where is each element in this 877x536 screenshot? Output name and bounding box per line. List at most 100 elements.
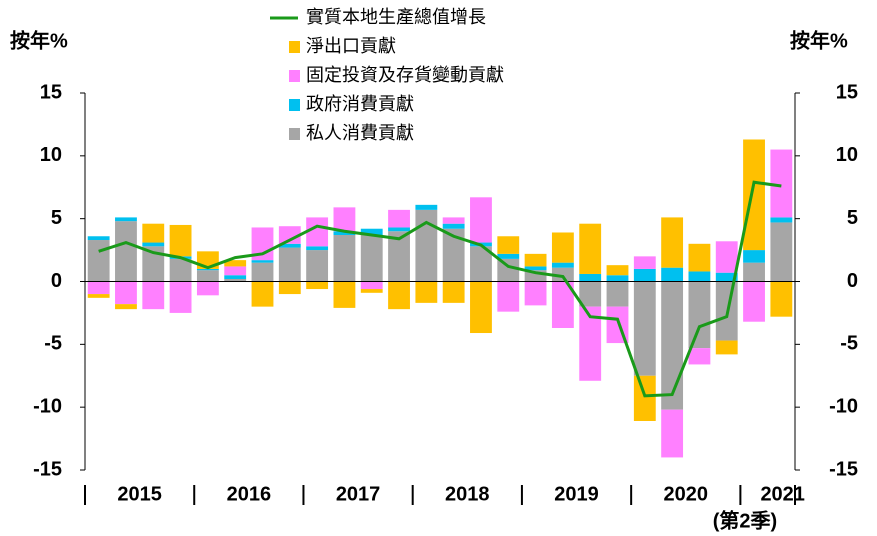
bar-segment <box>415 209 438 282</box>
bar-segment <box>633 268 656 282</box>
y2-tick-label: -15 <box>829 458 858 480</box>
bar-segment <box>688 281 711 349</box>
x-year-label: 2019 <box>554 483 599 505</box>
bar-segment <box>306 281 329 290</box>
bar-segment <box>524 281 547 306</box>
bar-segment <box>360 289 383 293</box>
bar-segment <box>551 262 574 268</box>
y2-tick-label: -5 <box>840 333 858 355</box>
bar-segment <box>715 272 738 282</box>
bar-segment <box>633 281 656 376</box>
bar-segment <box>606 281 629 307</box>
bar-segment <box>470 197 492 243</box>
bar-segment <box>661 409 684 458</box>
y-tick-label: -10 <box>33 395 62 417</box>
legend-label: 政府消費貢獻 <box>306 94 414 114</box>
bar-segment <box>770 217 793 223</box>
bar-segment <box>251 260 274 263</box>
bar-segment <box>524 253 547 267</box>
bar-segment <box>360 281 383 290</box>
bar-segment <box>87 240 110 282</box>
y-tick-label: 5 <box>51 207 62 229</box>
bar-segment <box>169 258 192 282</box>
bar-segment <box>743 262 765 282</box>
y2-axis-label: 按年% <box>790 28 848 52</box>
bar-segment <box>688 271 711 282</box>
legend-label: 私人消費貢獻 <box>306 123 414 143</box>
bar-segment <box>497 253 520 259</box>
y-tick-label: -15 <box>33 458 62 480</box>
bar-segment <box>388 281 410 310</box>
y2-tick-label: 0 <box>847 270 858 292</box>
bar-segment <box>524 266 547 271</box>
bar-segment <box>770 281 793 317</box>
bar-segment <box>551 232 574 263</box>
y-tick-label: 15 <box>40 81 62 103</box>
bar-segment <box>115 304 137 310</box>
x-note: (第2季) <box>713 508 777 532</box>
bar-segment <box>661 267 684 282</box>
bar-segment <box>743 139 765 251</box>
y-tick-label: 0 <box>51 270 62 292</box>
bar-segment <box>661 281 684 410</box>
bar-segment <box>715 241 738 273</box>
bar-segment <box>360 235 383 282</box>
bar-segment <box>278 226 301 244</box>
x-year-label: 2016 <box>227 483 272 505</box>
bar-segment <box>333 231 356 236</box>
x-year-label: 2018 <box>445 483 490 505</box>
bar-segment <box>278 281 301 295</box>
bar-segment <box>196 270 219 282</box>
bar-segment <box>633 375 656 421</box>
bar-segment <box>470 246 492 282</box>
bar-segment <box>115 217 137 222</box>
bar-segment <box>579 281 602 307</box>
legend-label: 淨出口貢獻 <box>306 36 396 56</box>
bar-segment <box>388 209 410 228</box>
legend-swatch <box>289 41 300 53</box>
bar-segment <box>415 204 438 210</box>
bar-segment <box>196 281 219 296</box>
bar-segment <box>388 227 410 232</box>
bar-segment <box>497 281 520 312</box>
bar-segment <box>688 243 711 272</box>
bar-segment <box>442 217 465 224</box>
gdp-line <box>98 180 782 398</box>
bar-segment <box>579 223 602 274</box>
bar-segment <box>306 250 329 282</box>
bar-segment <box>333 207 356 232</box>
bar-segment <box>770 222 793 282</box>
legend-label: 固定投資及存貨變動貢獻 <box>306 65 504 85</box>
bar-segment <box>442 228 465 282</box>
bar-segment <box>333 281 356 308</box>
bar-segment <box>524 270 547 282</box>
legend-swatch <box>289 99 300 111</box>
x-year-label: 2017 <box>336 483 381 505</box>
bar-segment <box>115 221 137 282</box>
bar-segment <box>333 235 356 282</box>
bar-segment <box>606 275 629 282</box>
bar-segment <box>606 265 629 276</box>
bar-segment <box>87 236 110 241</box>
bar-segment <box>633 256 656 269</box>
bar-segment <box>743 250 765 263</box>
bar-segment <box>251 262 274 282</box>
bar-segment <box>388 231 410 282</box>
bar-segment <box>470 281 492 334</box>
bar-segment <box>142 242 165 247</box>
bar-segment <box>661 217 684 268</box>
x-year-label: 2021 <box>760 483 805 505</box>
bar-segment <box>715 340 738 355</box>
bar-segment <box>278 247 301 282</box>
bar-segment <box>442 281 465 303</box>
y-tick-label: -5 <box>44 333 62 355</box>
y-axis-label: 按年% <box>10 28 68 52</box>
legend-label: 實質本地生產總值增長 <box>306 7 486 27</box>
bar-segment <box>224 266 247 276</box>
bar-segment <box>497 236 520 254</box>
bar-segment <box>169 281 192 313</box>
bar-segment <box>224 275 247 279</box>
bar-segment <box>743 281 765 322</box>
bar-segment <box>142 281 165 310</box>
